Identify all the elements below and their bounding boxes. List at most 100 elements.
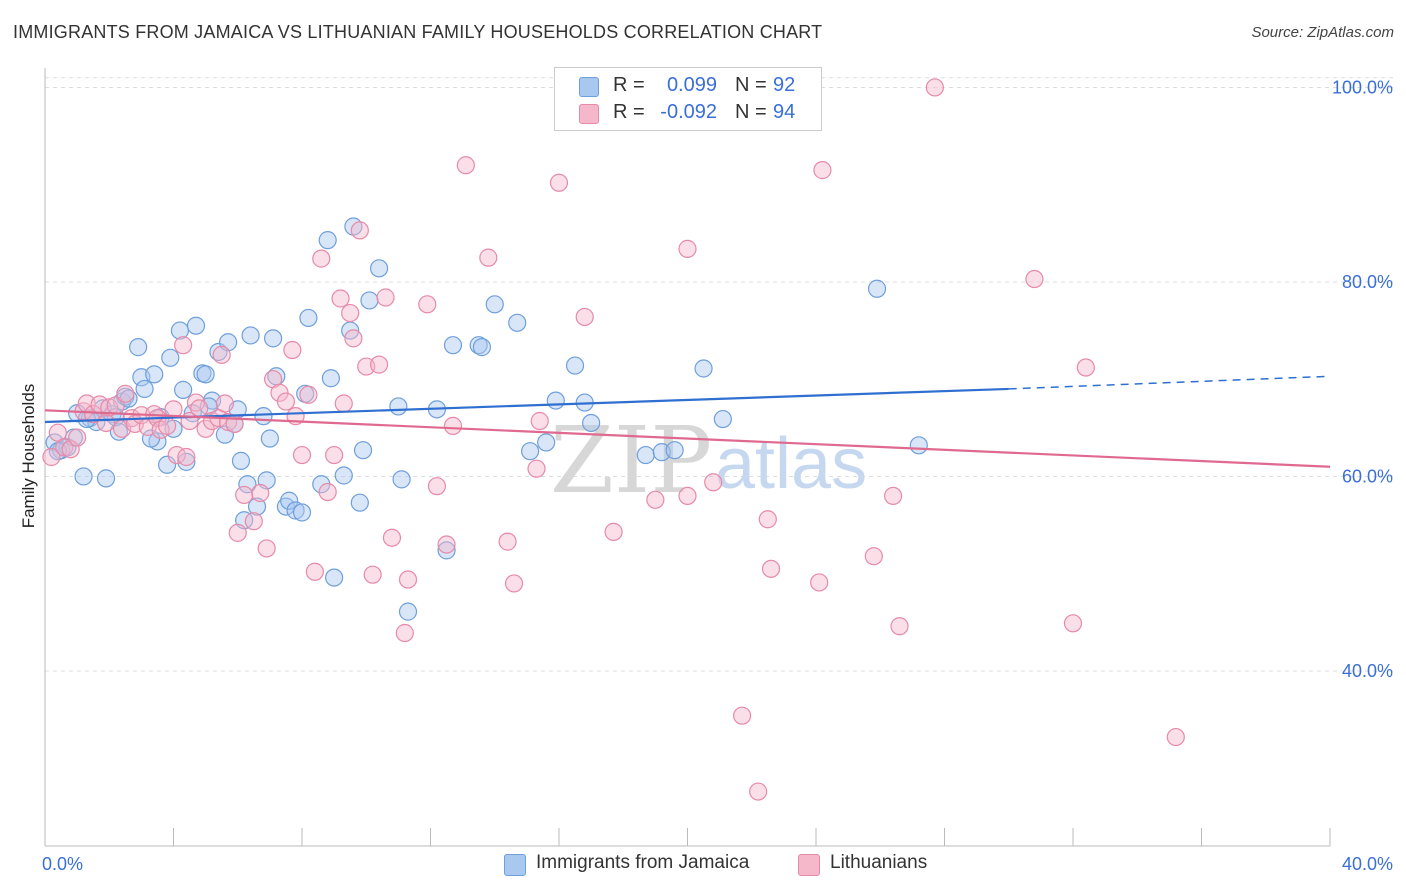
lithuanians-point xyxy=(116,384,135,403)
lithuanians-point xyxy=(678,486,697,505)
lithuanians-point xyxy=(215,394,234,413)
lithuanians-point xyxy=(55,438,74,457)
lithuanians-point xyxy=(479,248,498,267)
legend-n-value: 92 xyxy=(773,74,796,96)
jamaica-point xyxy=(276,497,296,516)
lithuanians-point xyxy=(68,428,87,447)
jamaica-point xyxy=(238,475,257,494)
lithuanians-point xyxy=(890,617,909,636)
lithuanians-point xyxy=(456,156,475,175)
lithuanians-point xyxy=(84,405,103,424)
jamaica-point xyxy=(174,380,193,399)
jamaica-point xyxy=(109,422,128,441)
lithuanians-point xyxy=(530,411,549,431)
jamaica-point xyxy=(196,365,215,384)
jamaica-point xyxy=(520,442,540,461)
jamaica-point xyxy=(247,497,267,516)
legend-r-value: -0.092 xyxy=(660,101,717,123)
lithuanians-point xyxy=(549,173,569,192)
y-axis-title: Family Households xyxy=(19,384,38,529)
gridlines xyxy=(45,77,1395,672)
jamaica-point xyxy=(909,436,928,455)
legend-n-label: N = xyxy=(735,101,767,123)
jamaica-point xyxy=(472,338,491,357)
lithuanians-point xyxy=(341,303,360,323)
jamaica-point xyxy=(129,338,148,357)
trend-lines xyxy=(44,375,1331,468)
lithuanians-point xyxy=(228,523,247,542)
y-tick-label: 60.0% xyxy=(1342,466,1393,486)
lithuanians-point xyxy=(761,559,781,578)
lithuanians-point xyxy=(334,394,353,413)
y-tick-label: 100.0% xyxy=(1332,77,1393,97)
jamaica-point xyxy=(321,369,341,388)
lithuanians-trend-line xyxy=(44,409,1331,468)
lithuanians-point xyxy=(244,512,263,531)
lithuanians-point xyxy=(1166,727,1185,747)
lithuanians-point xyxy=(1025,269,1044,289)
legend-n-label: N = xyxy=(735,74,767,96)
lithuanians-point xyxy=(61,440,80,459)
lithuanians-point xyxy=(96,413,116,433)
jamaica-point xyxy=(485,295,504,314)
jamaica-point xyxy=(360,291,379,310)
stats-legend: R = 0.099 N = 92 R = -0.092 N = 94 xyxy=(554,67,822,131)
x-tick-label: 0.0% xyxy=(42,854,83,874)
lithuanians-point xyxy=(443,416,463,435)
lithuanians-point xyxy=(312,249,331,268)
lithuanians-point xyxy=(575,307,594,327)
jamaica-point xyxy=(582,413,601,433)
jamaica-point xyxy=(443,336,463,355)
jamaica-point xyxy=(286,501,305,520)
bottom-legend-swatch-jamaica xyxy=(504,854,526,876)
jamaica-point xyxy=(353,441,373,460)
jamaica-point xyxy=(392,470,411,489)
lithuanians-point xyxy=(157,416,177,435)
lithuanians-point xyxy=(749,782,768,801)
jamaica-point xyxy=(398,602,418,621)
jamaica-point xyxy=(469,336,488,355)
jamaica-point xyxy=(241,326,260,345)
jamaica-point xyxy=(280,491,299,510)
lithuanians-point xyxy=(398,570,418,589)
chart-title: IMMIGRANTS FROM JAMAICA VS LITHUANIAN FA… xyxy=(13,22,823,42)
lithuanians-point xyxy=(363,565,382,584)
lithuanians-point xyxy=(883,486,903,505)
jamaica-point xyxy=(508,313,527,332)
lithuanians-point xyxy=(331,289,350,308)
lithuanians-point xyxy=(299,385,318,404)
legend-swatch-lithuanians xyxy=(579,104,599,124)
lithuanians-point xyxy=(100,398,119,417)
lithuanians-point xyxy=(418,295,437,314)
jamaica-point xyxy=(546,391,565,410)
jamaica-point xyxy=(96,469,116,488)
jamaica-point xyxy=(318,231,337,250)
jamaica-point xyxy=(145,365,164,384)
jamaica-point xyxy=(370,259,389,278)
lithuanians-point xyxy=(604,522,623,541)
jamaica-point xyxy=(254,407,273,426)
watermark-atlas: atlas xyxy=(715,424,867,504)
lithuanians-point xyxy=(376,288,395,307)
legend-n-value: 94 xyxy=(773,101,796,123)
lithuanians-point xyxy=(235,485,254,505)
lithuanians-point xyxy=(283,340,302,360)
lithuanians-point xyxy=(810,573,829,592)
lithuanians-point xyxy=(292,445,312,465)
jamaica-point xyxy=(135,379,154,399)
jamaica-point xyxy=(565,356,585,375)
jamaica-point xyxy=(209,342,228,362)
jamaica-point xyxy=(867,279,887,298)
lithuanians-point xyxy=(370,355,389,374)
bottom-legend-label-jamaica: Immigrants from Jamaica xyxy=(536,852,750,873)
lithuanians-point xyxy=(344,329,363,348)
lithuanians-point xyxy=(678,239,697,258)
bottom-legend-label-lithuanians: Lithuanians xyxy=(830,852,928,873)
legend-r-label: R = xyxy=(613,101,645,123)
lithuanians-point xyxy=(177,447,196,467)
legend-row-lithuanians: R = -0.092 N = 94 xyxy=(555,101,821,127)
lithuanians-point xyxy=(257,539,276,558)
lithuanians-point xyxy=(325,445,344,465)
source-label: Source: ZipAtlas.com xyxy=(1251,24,1394,41)
jamaica-point xyxy=(177,452,196,471)
